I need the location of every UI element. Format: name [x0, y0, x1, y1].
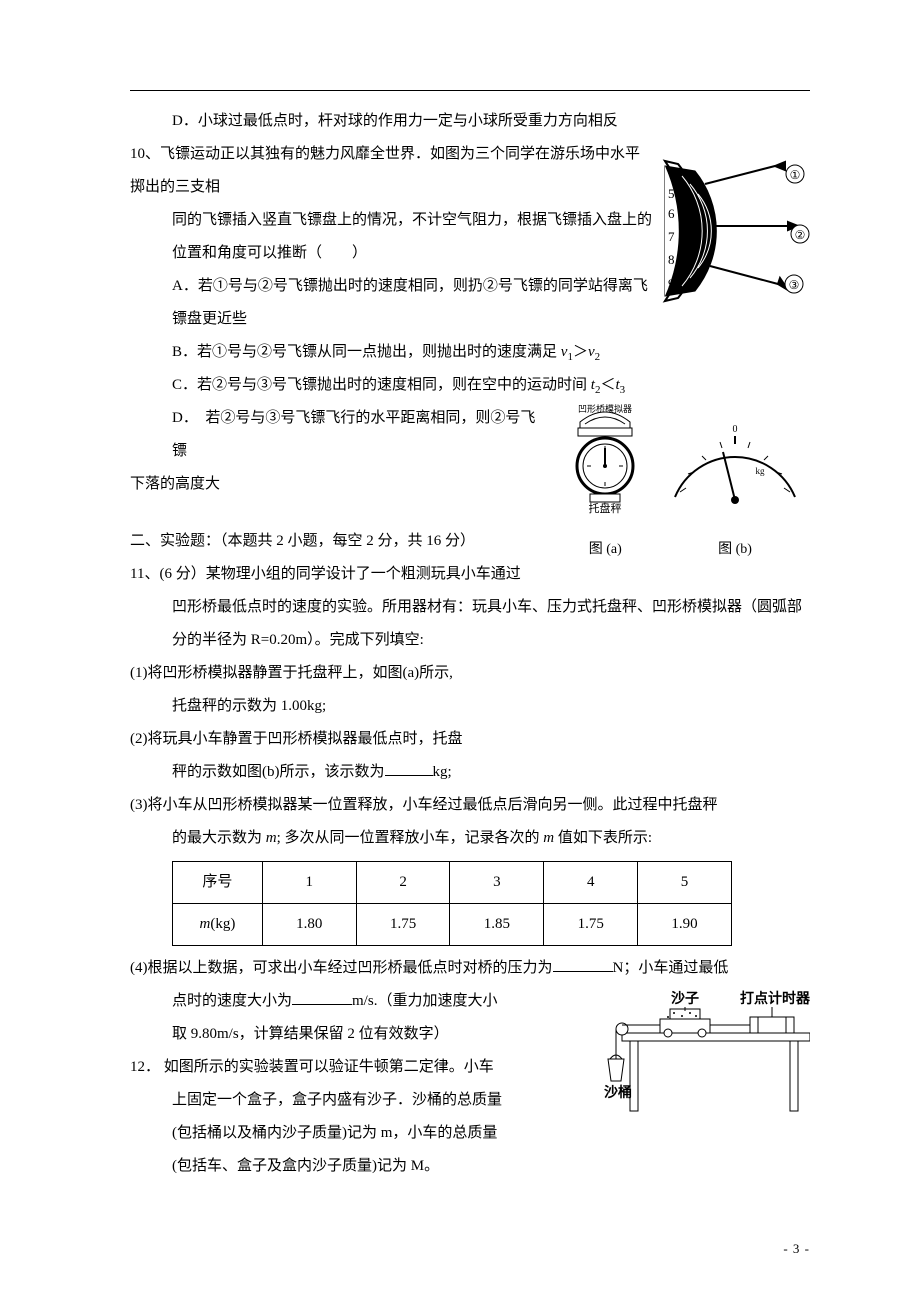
lt: ＜: [600, 377, 615, 393]
fig-a-caption: 图 (a): [560, 535, 650, 566]
q11-p2a: (2)将玩具小车静置于凹形桥模拟器最低点时，托盘: [130, 723, 810, 756]
q12-l3: (包括桶以及桶内沙子质量)记为 m，小车的总质量: [130, 1117, 810, 1150]
q11-p4b: 点时的速度大小为 m/s.（重力加速度大小: [130, 985, 810, 1018]
data-table: 序号 1 2 3 4 5 m(kg) 1.80 1.75 1.85 1.75 1…: [172, 861, 732, 946]
q10-b-text: B．若①号与②号飞镖从同一点抛出，则抛出时的速度满足: [172, 344, 561, 360]
dart-num: 5: [668, 186, 675, 201]
q11-p3b-pre: 的最大示数为: [172, 830, 266, 846]
q11-p4b-post: m/s.（重力加速度大小: [352, 993, 497, 1009]
table-row: m(kg) 1.80 1.75 1.85 1.75 1.90: [173, 904, 732, 946]
q11-lead: (6 分）某物理小组的同学设计了一个粗测玩具小车通过: [159, 566, 520, 582]
q9-option-d: D．小球过最低点时，杆对球的作用力一定与小球所受重力方向相反: [130, 105, 810, 138]
q10-option-c: C．若②号与③号飞镖抛出时的速度相同，则在空中的运动时间 t2＜t3: [130, 369, 810, 402]
q10-c-text: C．若②号与③号飞镖抛出时的速度相同，则在空中的运动时间: [172, 377, 591, 393]
q12-number: 12．: [130, 1059, 160, 1075]
q11: 11、(6 分）某物理小组的同学设计了一个粗测玩具小车通过 凹形桥最低点时的速度…: [130, 558, 810, 1051]
q11-p4c: 取 9.80m/s，计算结果保留 2 位有效数字）: [130, 1018, 810, 1051]
q11-p1a: (1)将凹形桥模拟器静置于托盘秤上，如图(a)所示,: [130, 657, 810, 690]
fig-b-caption: 图 (b): [660, 535, 810, 566]
q11-p4a-pre: (4)根据以上数据，可求出小车经过凹形桥最低点时对桥的压力为: [130, 960, 553, 976]
table-cell: 1.80: [262, 904, 356, 946]
fig-a-mid-label: 托盘秤: [589, 501, 622, 515]
dart-label: ①: [790, 168, 801, 182]
q10-option-a: A．若①号与②号飞镖抛出时的速度相同，则扔②号飞镖的同学站得离飞镖盘更近些: [130, 270, 810, 336]
table-header: 3: [450, 862, 544, 904]
table-header: 2: [356, 862, 450, 904]
q11-p4b-pre: 点时的速度大小为: [172, 993, 292, 1009]
page: D．小球过最低点时，杆对球的作用力一定与小球所受重力方向相反: [0, 0, 920, 1302]
blank-input[interactable]: [553, 956, 613, 972]
table-header: 序号: [173, 862, 263, 904]
table-cell: 1.75: [356, 904, 450, 946]
q11-p3a: (3)将小车从凹形桥模拟器某一位置释放，小车经过最低点后滑向另一侧。此过程中托盘…: [130, 789, 810, 822]
table-row: 序号 1 2 3 4 5: [173, 862, 732, 904]
page-number: - 3 -: [783, 1235, 810, 1264]
q11-number: 11、: [130, 566, 159, 582]
q11-p1b: 托盘秤的示数为 1.00kg;: [130, 690, 810, 723]
table-header: 4: [544, 862, 638, 904]
blank-input[interactable]: [292, 989, 352, 1005]
table-cell: 1.85: [450, 904, 544, 946]
q11-stem2: 凹形桥最低点时的速度的实验。所用器材有：玩具小车、压力式托盘秤、凹形桥模拟器（圆…: [130, 591, 810, 657]
q11-p2b-pre: 秤的示数如图(b)所示，该示数为: [172, 764, 385, 780]
var-m: m: [200, 916, 211, 932]
q10-stem-b: 同的飞镖插入竖直飞镖盘上的情况，不计空气阻力，根据飞镖插入盘上的位置和角度可以推…: [130, 204, 810, 270]
q10-number: 10、: [130, 146, 160, 162]
table-cell: m(kg): [173, 904, 263, 946]
dart-num: 4: [668, 164, 675, 179]
q11-p2b-post: kg;: [433, 764, 452, 780]
gt: ＞: [573, 344, 588, 360]
table-cell: 1.75: [544, 904, 638, 946]
q11-p2b: 秤的示数如图(b)所示，该示数为 kg;: [130, 756, 810, 789]
var-m: m: [266, 830, 277, 846]
q10-stem-a: 飞镖运动正以其独有的魅力风靡全世界．如图为三个同学在游乐场中水平掷出的三支相: [130, 146, 640, 195]
table-header: 1: [262, 862, 356, 904]
table-header: 5: [638, 862, 732, 904]
var-v: v: [588, 344, 595, 360]
top-rule: [130, 90, 810, 91]
unit: (kg): [210, 916, 235, 932]
q11-p3b-mid: ; 多次从同一位置释放小车，记录各次的: [277, 830, 544, 846]
var-m: m: [543, 830, 554, 846]
page-number-text: - 3 -: [783, 1241, 810, 1256]
blank-input[interactable]: [385, 760, 433, 776]
q12-l4: (包括车、盒子及盒内沙子质量)记为 M。: [130, 1150, 810, 1183]
sub: 3: [620, 384, 626, 396]
table-cell: 1.90: [638, 904, 732, 946]
q10: 4 5 6 7 8 9 ① ②: [130, 138, 810, 501]
q11-p4a-post: N；小车通过最低: [613, 960, 729, 976]
q12-l2: 上固定一个盒子，盒子内盛有沙子．沙桶的总质量: [130, 1084, 810, 1117]
q11-p4a: (4)根据以上数据，可求出小车经过凹形桥最低点时对桥的压力为 N；小车通过最低: [130, 952, 810, 985]
q10-option-b: B．若①号与②号飞镖从同一点抛出，则抛出时的速度满足 v1＞v2: [130, 336, 810, 369]
sub: 2: [595, 351, 601, 363]
q11-p3b-end: 值如下表所示:: [554, 830, 652, 846]
q12-l1: 如图所示的实验装置可以验证牛顿第二定律。小车: [160, 1059, 494, 1075]
q11-p3b: 的最大示数为 m; 多次从同一位置释放小车，记录各次的 m 值如下表所示:: [130, 822, 810, 855]
q10-option-d-line1: D． 若②号与③号飞镖飞行的水平距离相同，则②号飞镖: [130, 402, 810, 468]
